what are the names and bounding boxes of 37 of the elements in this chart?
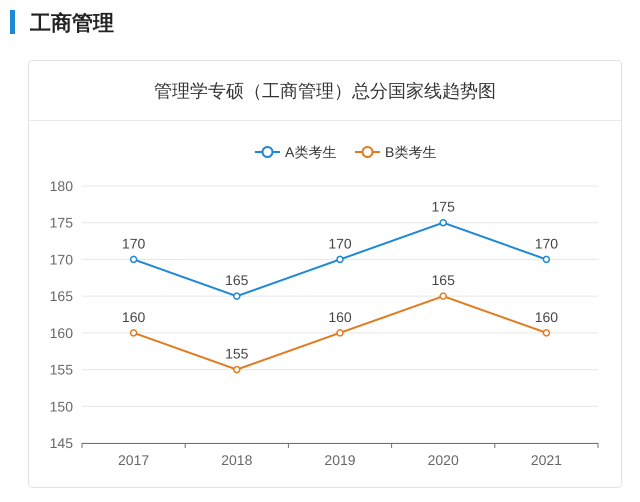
data-label: 160	[122, 308, 146, 325]
point	[542, 329, 550, 337]
point	[542, 256, 550, 264]
point	[336, 256, 344, 264]
data-label: 175	[432, 198, 456, 215]
chart-subtitle: 管理学专硕（工商管理）总分国家线趋势图	[154, 81, 496, 101]
y-tick-label: 150	[50, 398, 74, 414]
data-label: 170	[328, 235, 352, 252]
point	[130, 329, 138, 337]
x-tick-label: 2017	[118, 452, 150, 468]
data-label: 160	[328, 308, 352, 325]
point	[439, 218, 447, 226]
y-tick-label: 145	[50, 435, 74, 451]
y-tick-label: 170	[50, 251, 74, 268]
y-tick-label: 155	[50, 362, 74, 378]
legend-label: B类考生	[385, 144, 436, 160]
point	[233, 292, 241, 300]
data-label: 160	[534, 308, 558, 325]
point	[336, 329, 344, 337]
y-tick-label: 160	[50, 324, 74, 341]
x-tick-label: 2020	[428, 452, 459, 468]
y-tick-label: 175	[50, 214, 74, 231]
data-label: 170	[122, 235, 146, 252]
x-tick-label: 2019	[324, 452, 356, 468]
point	[130, 256, 138, 264]
data-label: 155	[225, 346, 249, 362]
data-label: 170	[534, 235, 558, 252]
point	[439, 292, 447, 300]
x-tick-label: 2018	[221, 452, 253, 468]
y-tick-label: 165	[50, 288, 74, 304]
data-label: 165	[432, 272, 456, 288]
legend-label: A类考生	[285, 144, 336, 160]
data-label: 165	[225, 272, 249, 288]
point	[233, 366, 241, 374]
chart-title: 工商管理	[29, 11, 114, 35]
y-tick-label: 180	[50, 178, 74, 194]
x-tick-label: 2021	[530, 452, 562, 468]
